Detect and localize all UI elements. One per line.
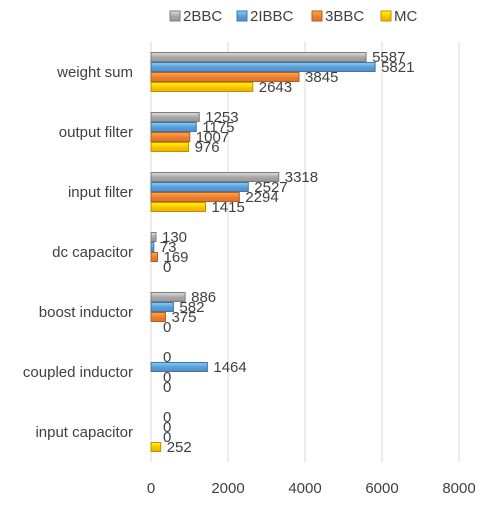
bar-2bbc-input-filter [150, 172, 280, 182]
legend-label-3bbc: 3BBC [325, 8, 364, 25]
value-label-mc-boost-inductor: 0 [163, 319, 171, 336]
value-label-3bbc-coupled-inductor: 0 [163, 369, 171, 386]
value-label-2ibbc-input-filter: 2527 [254, 179, 287, 196]
legend-label-2ibbc: 2IBBC [250, 8, 294, 25]
value-label-2ibbc-output-filter: 1175 [202, 119, 234, 136]
category-label-output-filter: output filter [59, 124, 133, 141]
chart-category-labels: weight sum output filter input filter dc ca… [23, 64, 133, 441]
legend-label-mc: MC [394, 8, 417, 25]
x-tick-label-6000: 6000 [365, 480, 398, 497]
bar-mc-weight-sum [150, 82, 254, 92]
category-label-coupled-inductor: coupled inductor [23, 364, 133, 381]
value-label-3bbc-input-capacitor: 0 [163, 429, 171, 446]
chart-x-tick-labels: 0 2000 4000 6000 8000 [147, 480, 476, 497]
x-tick-label-8000: 8000 [442, 480, 475, 497]
value-label-2bbc-input-capacitor: 0 [163, 409, 171, 426]
legend-swatch-mc [380, 10, 392, 22]
value-label-mc-coupled-inductor: 0 [163, 379, 171, 396]
value-label-2ibbc-weight-sum: 5821 [381, 59, 414, 76]
bar-2bbc-boost-inductor [150, 292, 186, 302]
value-label-2bbc-dc-capacitor: 130 [162, 229, 187, 246]
value-label-2ibbc-boost-inductor: 582 [179, 299, 204, 316]
value-label-mc-output-filter: 976 [195, 139, 220, 156]
chart-gridlines [150, 42, 460, 462]
category-label-weight-sum: weight sum [56, 64, 133, 81]
value-label-2bbc-boost-inductor: 886 [191, 289, 216, 306]
value-label-3bbc-dc-capacitor: 169 [164, 249, 189, 266]
x-tick-label-0: 0 [147, 480, 155, 497]
value-label-mc-input-filter: 1415 [211, 199, 244, 216]
x-tick-label-4000: 4000 [288, 480, 321, 497]
bar-2ibbc-boost-inductor [150, 302, 174, 312]
legend-swatch-2ibbc [236, 10, 248, 22]
category-label-boost-inductor: boost inductor [39, 304, 133, 321]
value-label-3bbc-output-filter: 1007 [196, 129, 229, 146]
value-label-mc-input-capacitor: 252 [167, 439, 192, 456]
chart-bars [150, 52, 376, 452]
bar-2ibbc-output-filter [150, 122, 197, 132]
value-label-2ibbc-dc-capacitor: 73 [160, 239, 177, 256]
bar-mc-input-capacitor [150, 442, 162, 452]
category-label-input-capacitor: input capacitor [35, 424, 133, 441]
x-tick-label-2000: 2000 [211, 480, 244, 497]
value-label-2ibbc-input-capacitor: 0 [163, 419, 171, 436]
bar-2bbc-dc-capacitor [150, 232, 157, 242]
bar-3bbc-input-filter [150, 192, 240, 202]
bar-2ibbc-input-filter [150, 182, 249, 192]
value-label-3bbc-input-filter: 2294 [245, 189, 278, 206]
legend-swatch-3bbc [311, 10, 323, 22]
value-label-mc-dc-capacitor: 0 [163, 259, 171, 276]
value-label-2ibbc-coupled-inductor: 1464 [213, 359, 246, 376]
category-label-dc-capacitor: dc capacitor [52, 244, 133, 261]
bar-3bbc-boost-inductor [150, 312, 166, 322]
value-label-mc-weight-sum: 2643 [259, 79, 292, 96]
value-label-2bbc-output-filter: 1253 [205, 109, 238, 126]
bar-3bbc-output-filter [150, 132, 191, 142]
value-label-2bbc-coupled-inductor: 0 [163, 349, 171, 366]
legend-swatch-2bbc [169, 10, 181, 22]
bar-2bbc-output-filter [150, 112, 200, 122]
bar-3bbc-dc-capacitor [150, 252, 159, 262]
bar-mc-input-filter [150, 202, 206, 212]
category-label-input-filter: input filter [68, 184, 133, 201]
value-label-3bbc-boost-inductor: 375 [171, 309, 196, 326]
value-label-2bbc-input-filter: 3318 [285, 169, 318, 186]
bar-mc-output-filter [150, 142, 190, 152]
value-label-2bbc-weight-sum: 5587 [372, 49, 405, 66]
bar-3bbc-weight-sum [150, 72, 300, 82]
legend-label-2bbc: 2BBC [183, 8, 222, 25]
chart-legend: 2BBC 2IBBC 3BBC MC [169, 8, 417, 25]
bar-2ibbc-weight-sum [150, 62, 376, 72]
chart-value-labels: 5587582138452643125311751007976331825272… [160, 49, 415, 456]
bar-2ibbc-dc-capacitor [150, 242, 155, 252]
bar-2ibbc-coupled-inductor [150, 362, 208, 372]
bar-2bbc-weight-sum [150, 52, 367, 62]
value-label-3bbc-weight-sum: 3845 [305, 69, 338, 86]
